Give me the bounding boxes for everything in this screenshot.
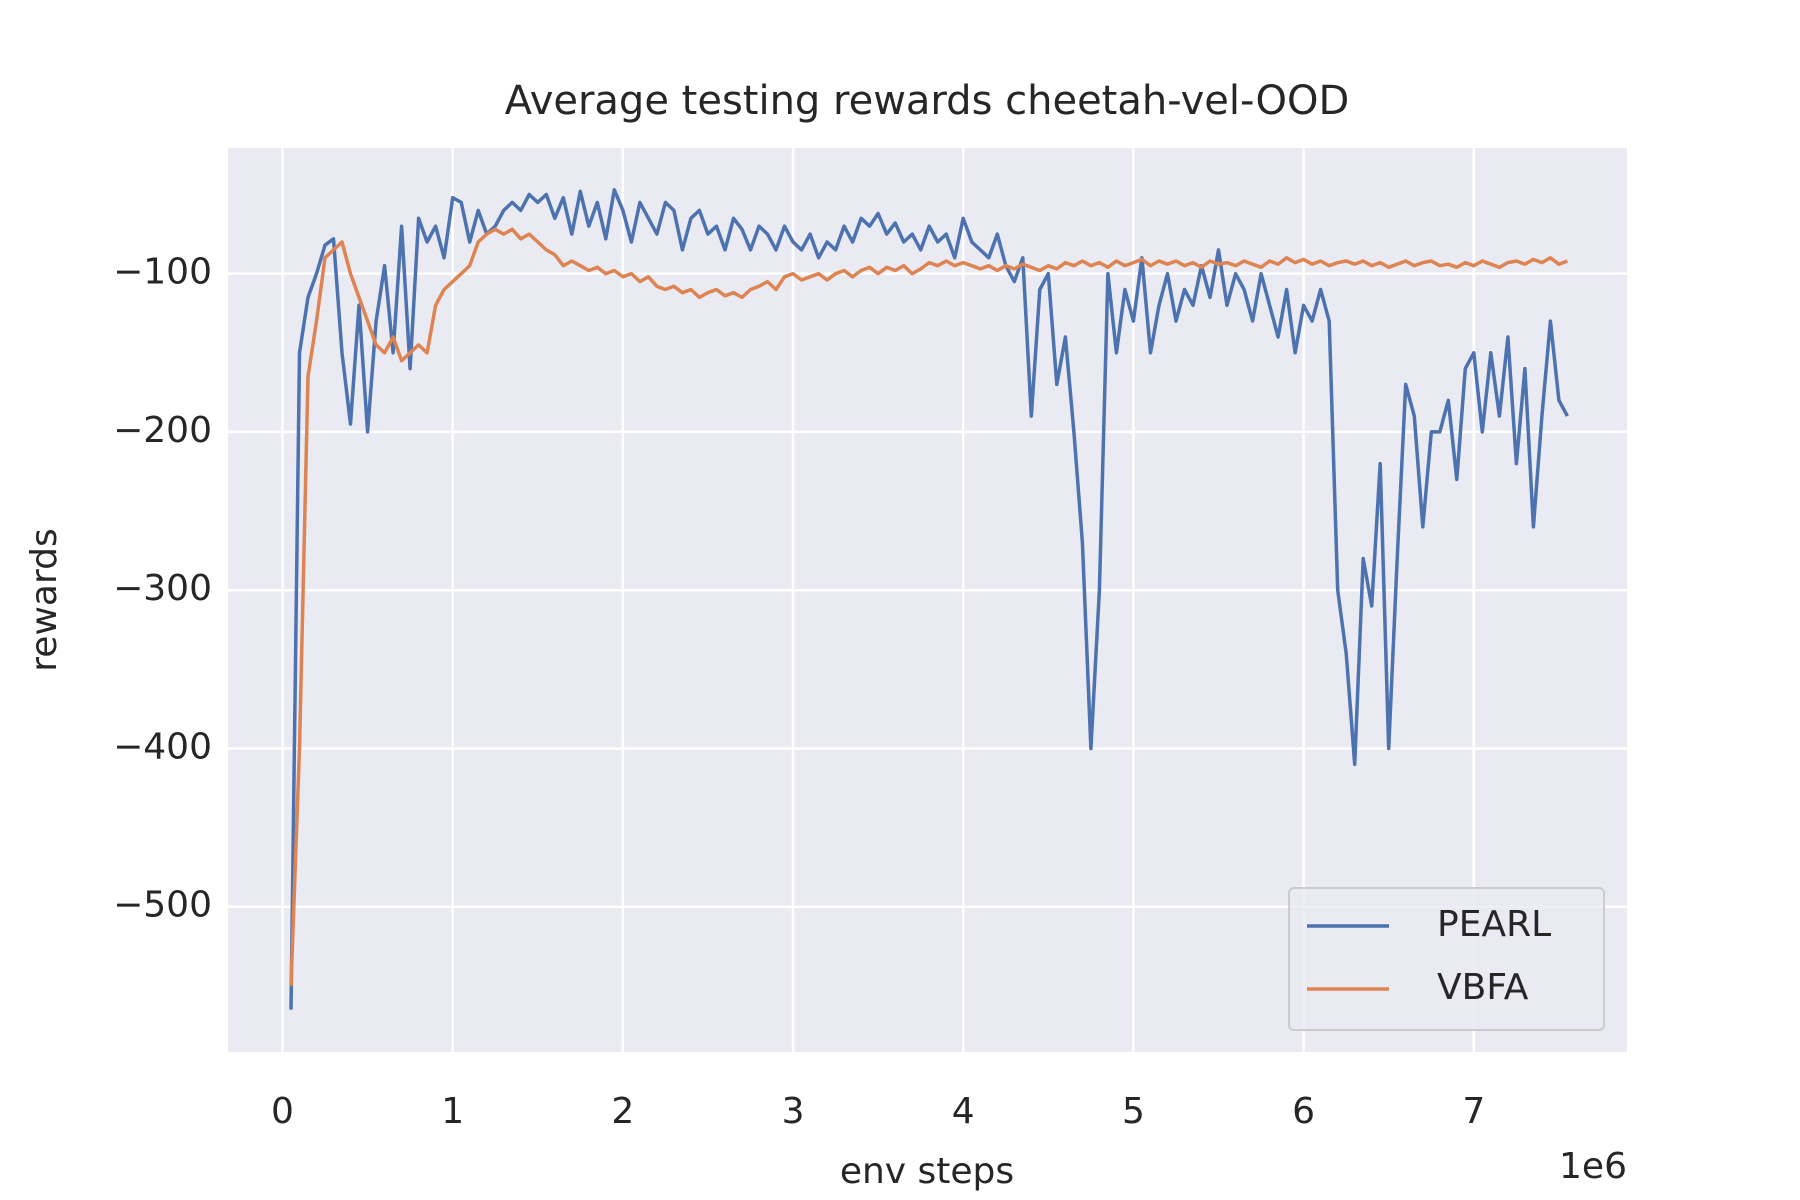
line-series xyxy=(289,188,1569,1010)
x-tick-label: 3 xyxy=(782,1091,805,1132)
x-tick-label: 4 xyxy=(952,1091,975,1132)
y-tick-label: −100 xyxy=(113,252,212,293)
y-tick-label: −300 xyxy=(113,568,212,609)
legend-label: VBFA xyxy=(1437,967,1529,1008)
chart-title: Average testing rewards cheetah-vel-OOD xyxy=(505,78,1350,124)
y-tick-label: −400 xyxy=(113,726,212,767)
x-tick-label: 5 xyxy=(1122,1091,1145,1132)
legend-label: PEARL xyxy=(1437,904,1551,945)
x-tick-label: 0 xyxy=(271,1091,294,1132)
x-tick-label: 7 xyxy=(1462,1091,1485,1132)
x-offset-label: 1e6 xyxy=(1559,1146,1627,1187)
x-tick-label: 1 xyxy=(441,1091,464,1132)
y-axis-label: rewards xyxy=(24,528,65,671)
y-tick-label: −200 xyxy=(113,410,212,451)
legend-box xyxy=(1288,887,1605,1031)
x-tick-label: 2 xyxy=(611,1091,634,1132)
y-tick-label: −500 xyxy=(113,885,212,926)
x-tick-label: 6 xyxy=(1292,1091,1315,1132)
x-axis-label: env steps xyxy=(840,1151,1014,1192)
line-series xyxy=(289,227,1569,986)
